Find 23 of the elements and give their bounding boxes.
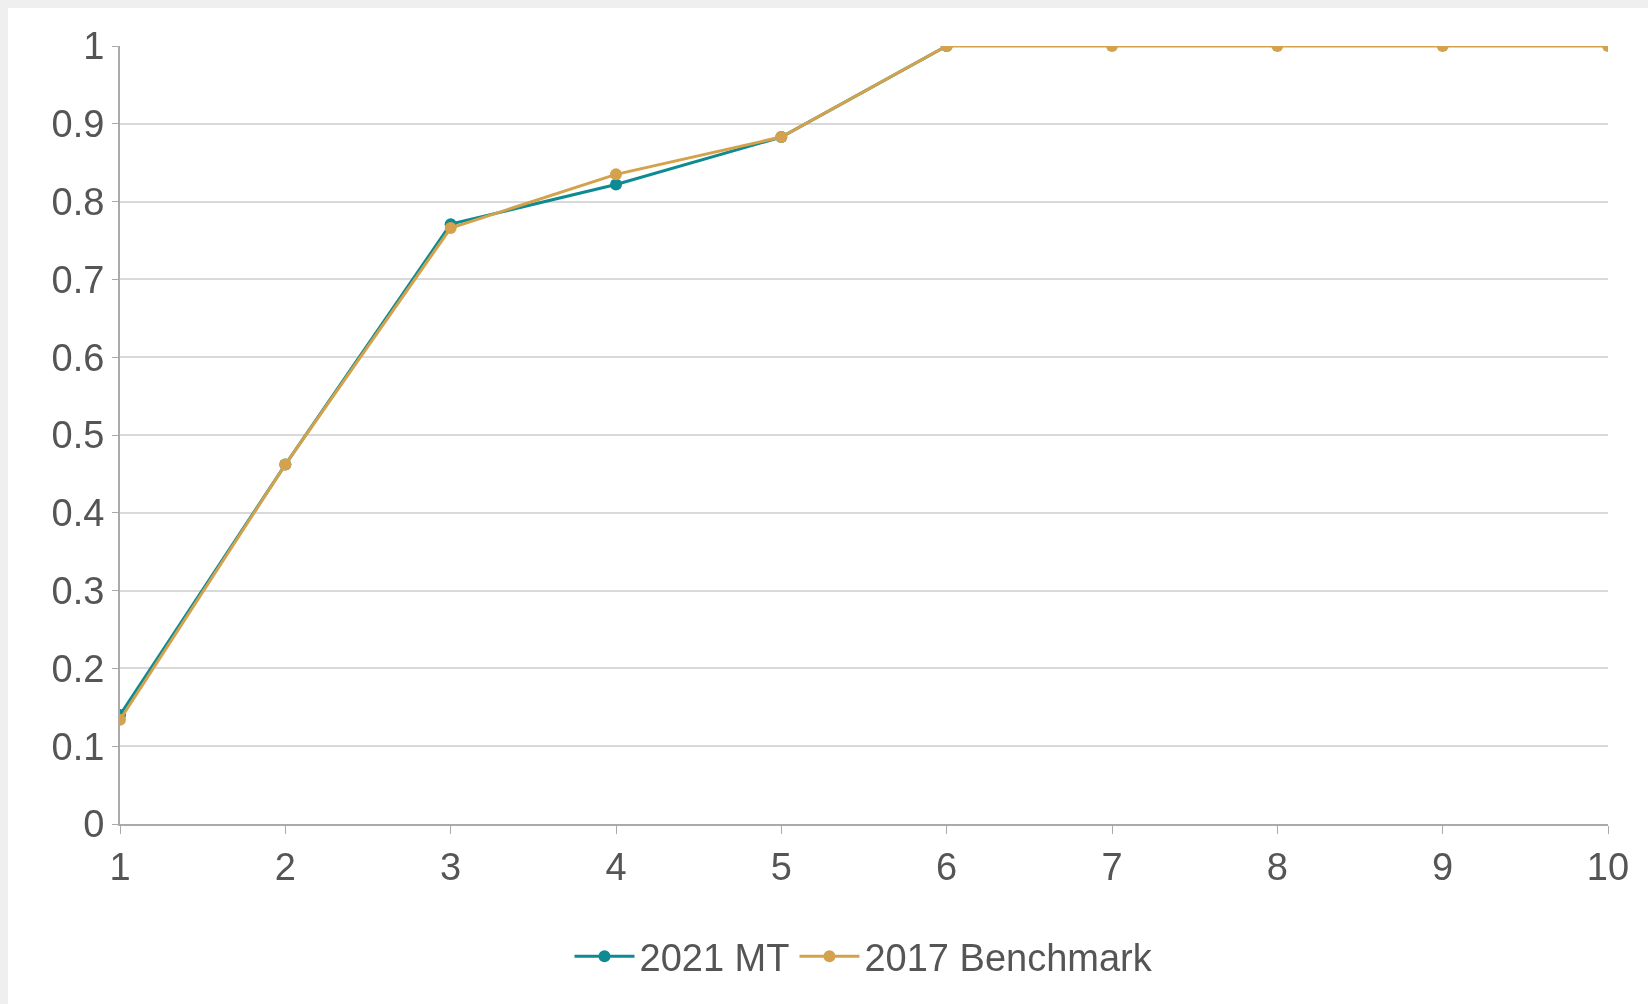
x-tick-label: 10 <box>1586 845 1630 888</box>
x-tick-label: 2 <box>274 845 296 888</box>
x-tick-label: 3 <box>440 845 462 888</box>
y-tick-label: 0.2 <box>51 647 105 690</box>
y-tick-label: 0.5 <box>51 414 105 457</box>
x-tick-label: 5 <box>770 845 792 888</box>
y-tick-label: 0.7 <box>51 258 105 301</box>
x-tick-label: 1 <box>109 845 131 888</box>
y-tick-label: 0.1 <box>51 725 105 768</box>
legend-label: 2017 Benchmark <box>864 937 1153 980</box>
y-tick-label: 0.4 <box>51 492 105 535</box>
x-tick-label: 8 <box>1266 845 1288 888</box>
y-tick-label: 0.6 <box>51 336 105 379</box>
legend-label: 2021 MT <box>639 937 790 980</box>
y-tick-label: 0.9 <box>51 103 105 146</box>
x-tick-label: 4 <box>605 845 627 888</box>
x-tick-label: 9 <box>1432 845 1454 888</box>
x-tick-label: 7 <box>1101 845 1123 888</box>
x-tick-label: 6 <box>936 845 958 888</box>
y-tick-label: 0.3 <box>51 569 105 612</box>
y-tick-label: 0.8 <box>51 180 105 223</box>
y-tick-label: 0 <box>83 803 105 846</box>
y-tick-label: 1 <box>83 25 105 68</box>
